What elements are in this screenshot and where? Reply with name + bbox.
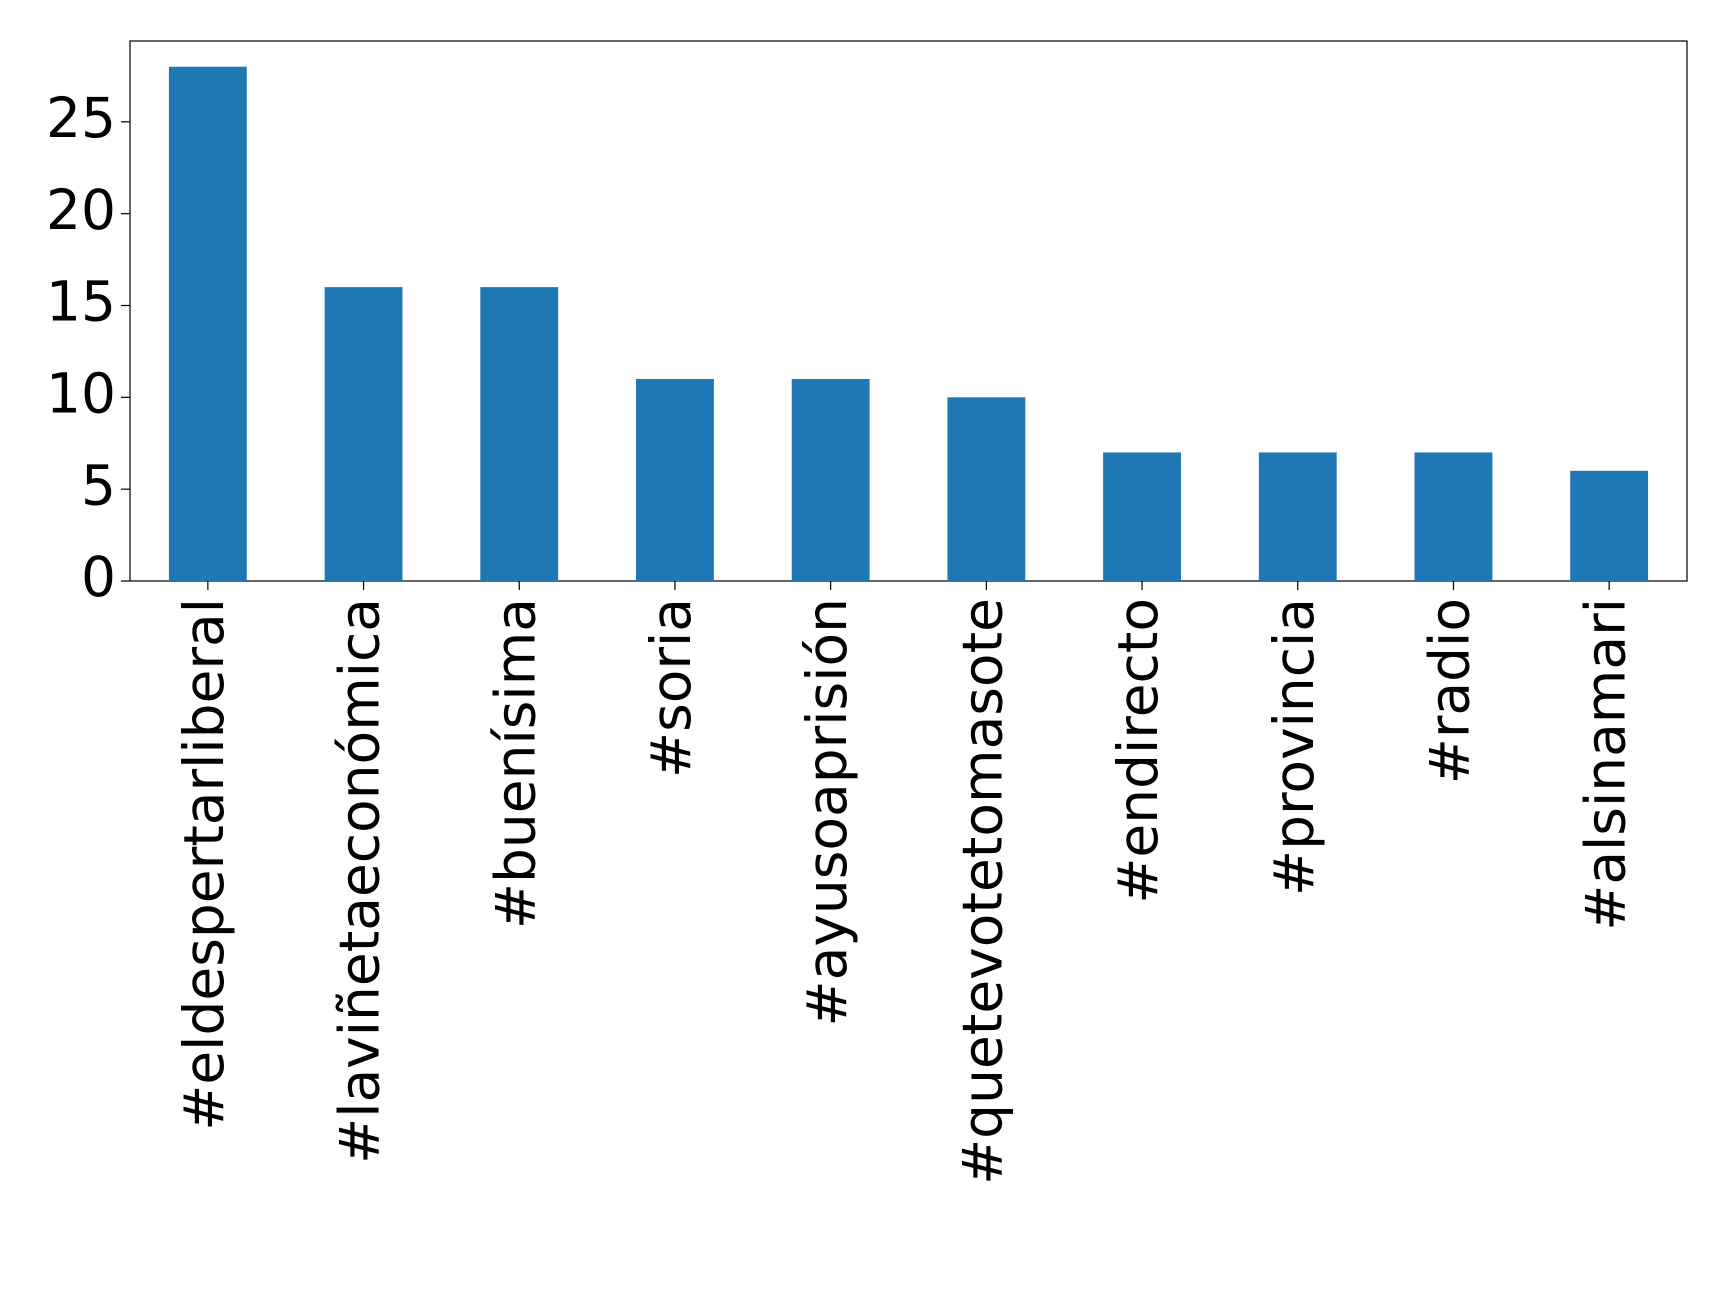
bar (480, 287, 559, 581)
y-tick-label: 20 (46, 178, 116, 242)
y-tick-label: 0 (81, 545, 116, 609)
x-tick-label: #buenísima (483, 598, 547, 929)
y-tick-label: 5 (81, 453, 116, 517)
x-tick-label: #alsinamari (1573, 598, 1637, 931)
bar (947, 397, 1026, 581)
bar (1414, 452, 1493, 581)
x-tick-label: #quetevotetomasote (950, 598, 1014, 1185)
x-tick-label: #ayusoaprisión (795, 598, 859, 1026)
x-tick-label: #eldespertarliberal (172, 598, 236, 1131)
y-tick-label: 10 (46, 361, 116, 425)
bar (791, 378, 870, 581)
x-tick-label: #endirecto (1106, 598, 1170, 904)
bar (168, 66, 247, 581)
bar (324, 287, 403, 581)
bar (1103, 452, 1181, 581)
x-tick-label: #laviñetaeconómica (328, 598, 392, 1164)
plot-frame (129, 40, 1688, 582)
x-tick-label: #soria (639, 598, 703, 778)
bar (1570, 470, 1649, 581)
bar (636, 378, 714, 581)
x-tick-label: #radio (1418, 598, 1482, 784)
y-tick-label: 15 (46, 270, 116, 334)
bar (1258, 452, 1337, 581)
x-tick-label: #provincia (1262, 598, 1326, 896)
y-tick-label: 25 (46, 86, 116, 150)
